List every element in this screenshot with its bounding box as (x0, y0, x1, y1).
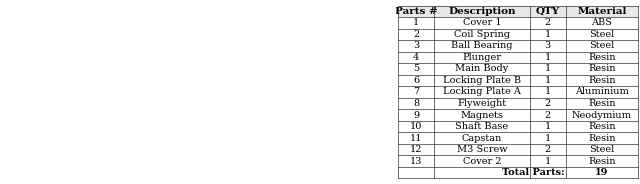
Text: 10: 10 (410, 122, 422, 131)
Text: 1: 1 (545, 134, 551, 143)
Text: ABS: ABS (591, 18, 612, 27)
Text: QTY: QTY (536, 7, 560, 16)
Bar (398, 29, 637, 40)
Text: Magnets: Magnets (461, 111, 504, 120)
Text: 5: 5 (413, 64, 419, 73)
Text: Resin: Resin (588, 157, 616, 166)
Bar (398, 98, 637, 109)
Text: 1: 1 (545, 53, 551, 62)
Text: Neodymium: Neodymium (572, 111, 632, 120)
Text: Resin: Resin (588, 76, 616, 85)
Text: Resin: Resin (588, 99, 616, 108)
Text: 1: 1 (545, 88, 551, 96)
Text: 2: 2 (413, 30, 419, 39)
Text: 1: 1 (413, 18, 419, 27)
Text: 2: 2 (545, 99, 551, 108)
Text: Resin: Resin (588, 64, 616, 73)
Text: Cover 1: Cover 1 (463, 18, 501, 27)
Text: 11: 11 (410, 134, 422, 143)
Bar (398, 144, 637, 155)
Text: Shaft Base: Shaft Base (456, 122, 509, 131)
Text: Resin: Resin (588, 53, 616, 62)
Bar (398, 17, 637, 29)
Text: 3: 3 (545, 41, 551, 50)
Bar (398, 132, 637, 144)
Text: 1: 1 (545, 64, 551, 73)
Text: Coil Spring: Coil Spring (454, 30, 510, 39)
Text: Steel: Steel (589, 41, 614, 50)
Bar (398, 63, 637, 75)
Text: Steel: Steel (589, 30, 614, 39)
Bar (398, 86, 637, 98)
Text: 1: 1 (545, 30, 551, 39)
Text: Locking Plate A: Locking Plate A (443, 88, 521, 96)
Text: Plunger: Plunger (463, 53, 502, 62)
Text: 12: 12 (410, 145, 422, 154)
Text: Steel: Steel (589, 145, 614, 154)
Text: 2: 2 (545, 145, 551, 154)
Text: 1: 1 (545, 76, 551, 85)
Bar (398, 155, 637, 167)
Text: Description: Description (448, 7, 516, 16)
Text: Flyweight: Flyweight (458, 99, 507, 108)
Text: 19: 19 (595, 168, 609, 177)
Bar (398, 40, 637, 52)
Text: Ball Bearing: Ball Bearing (451, 41, 513, 50)
Text: Parts #: Parts # (395, 7, 438, 16)
Bar (398, 75, 637, 86)
Text: Resin: Resin (588, 134, 616, 143)
Text: Material: Material (577, 7, 627, 16)
Text: 9: 9 (413, 111, 419, 120)
Text: 1: 1 (545, 157, 551, 166)
Text: 2: 2 (545, 18, 551, 27)
Text: Aluminium: Aluminium (575, 88, 628, 96)
Text: Main Body: Main Body (456, 64, 509, 73)
Text: 7: 7 (413, 88, 419, 96)
Text: Capstan: Capstan (462, 134, 502, 143)
Text: 1: 1 (545, 122, 551, 131)
Text: 3: 3 (413, 41, 419, 50)
Text: 13: 13 (410, 157, 422, 166)
Text: 4: 4 (413, 53, 419, 62)
Text: 2: 2 (545, 111, 551, 120)
Text: M3 Screw: M3 Screw (457, 145, 508, 154)
Text: Resin: Resin (588, 122, 616, 131)
Text: 8: 8 (413, 99, 419, 108)
Text: Total Parts:: Total Parts: (502, 168, 565, 177)
Text: 6: 6 (413, 76, 419, 85)
Text: Cover 2: Cover 2 (463, 157, 501, 166)
Bar (398, 109, 637, 121)
Bar (398, 167, 637, 178)
Text: Locking Plate B: Locking Plate B (443, 76, 521, 85)
Bar (398, 52, 637, 63)
Bar (398, 6, 637, 17)
Bar (398, 121, 637, 132)
